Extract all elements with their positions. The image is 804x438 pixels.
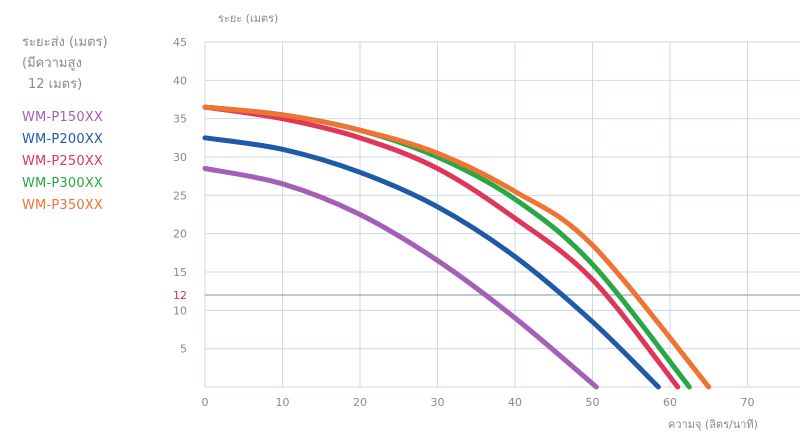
- y-tick-label-25: 25: [173, 189, 187, 202]
- y-axis-title: ระยะ (เมตร): [218, 12, 278, 25]
- x-axis-title: ความจุ (ลิตร/นาที): [668, 418, 758, 431]
- tick-labels: 5 10 15 20 25 30 35 40 45 0 10 20 30 40 50 60 70: [173, 36, 755, 409]
- legend-item-wm-p200xx: WM-P200XX: [22, 132, 104, 147]
- y-tick-label-40: 40: [173, 74, 187, 87]
- series-line-wm-p350xx: [202, 104, 712, 390]
- x-tick-label-0: 0: [202, 396, 209, 409]
- legend-item-wm-p350xx: WM-P350XX: [22, 198, 104, 213]
- reference-line-group: 12: [173, 289, 800, 302]
- series-group: [202, 104, 712, 390]
- y-tick-label-35: 35: [173, 113, 187, 126]
- x-tick-label-20: 20: [353, 396, 367, 409]
- x-tick-label-10: 10: [276, 396, 290, 409]
- legend: ระยะส่ง (เมตร) (มีความสูง 12 เมตร) WM-P1…: [22, 32, 182, 217]
- legend-item-wm-p150xx: WM-P150XX: [22, 110, 104, 125]
- legend-title-line-2: (มีความสูง: [22, 56, 82, 71]
- y-tick-label-30: 30: [173, 151, 187, 164]
- series-line-wm-p200xx: [202, 135, 661, 390]
- y-tick-label-10: 10: [173, 304, 187, 317]
- y-tick-label-20: 20: [173, 228, 187, 241]
- legend-title-line-3: 12 เมตร): [28, 77, 83, 92]
- x-tick-label-30: 30: [431, 396, 445, 409]
- x-tick-label-40: 40: [508, 396, 522, 409]
- legend-item-wm-p250xx: WM-P250XX: [22, 154, 104, 169]
- series-line-wm-p250xx: [202, 104, 681, 390]
- reference-line-label: 12: [173, 289, 187, 302]
- legend-list: WM-P150XX WM-P200XX WM-P250XX WM-P300XX …: [22, 107, 182, 217]
- series-line-wm-p150xx: [202, 166, 599, 390]
- x-tick-label-70: 70: [741, 396, 755, 409]
- grid: [204, 41, 800, 388]
- y-tick-label-5: 5: [180, 343, 187, 356]
- y-tick-label-15: 15: [173, 266, 187, 279]
- legend-item-wm-p300xx: WM-P300XX: [22, 176, 104, 191]
- y-tick-label-45: 45: [173, 36, 187, 49]
- x-tick-label-60: 60: [663, 396, 677, 409]
- legend-title-line-1: ระยะส่ง (เมตร): [22, 35, 108, 50]
- x-tick-label-50: 50: [586, 396, 600, 409]
